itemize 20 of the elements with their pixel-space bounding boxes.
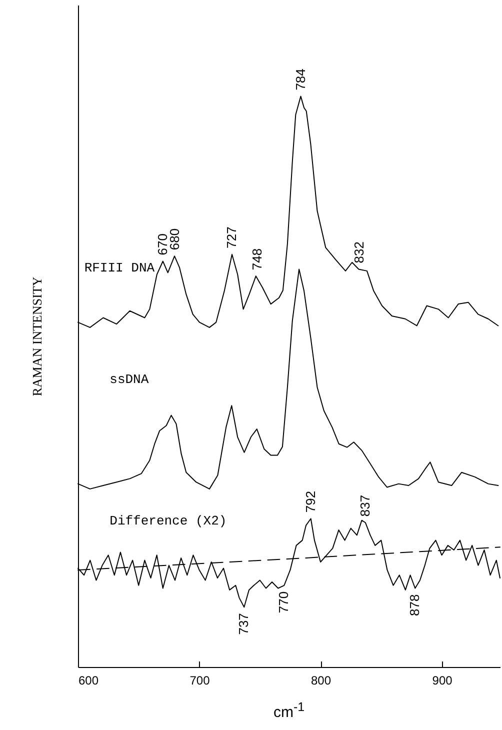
annotation: 737 [236, 613, 252, 635]
annotation: 784 [293, 68, 308, 90]
y-axis-title: RAMAN INTENSITY [30, 276, 44, 396]
annotation: 680 [167, 228, 182, 250]
annotation: 878 [407, 594, 422, 616]
x-tick-label: 700 [190, 674, 210, 688]
annotation: 837 [357, 494, 372, 517]
annotation: 770 [276, 591, 292, 614]
x-tick-label: 600 [78, 674, 99, 688]
text: ssDNA [110, 372, 149, 387]
annotation: 727 [224, 226, 240, 248]
x-tick-label: 900 [432, 674, 453, 688]
x-tick-label: 800 [311, 674, 332, 688]
text: Difference (X2) [110, 513, 227, 528]
annotation: 792 [302, 490, 318, 513]
series-label: RFIII DNA [84, 260, 155, 276]
annotation: 748 [249, 248, 264, 270]
annotation: 670 [154, 234, 170, 256]
x-axis-title: cm$^{-1}$ [272, 700, 306, 721]
annotation: 832 [351, 242, 366, 264]
